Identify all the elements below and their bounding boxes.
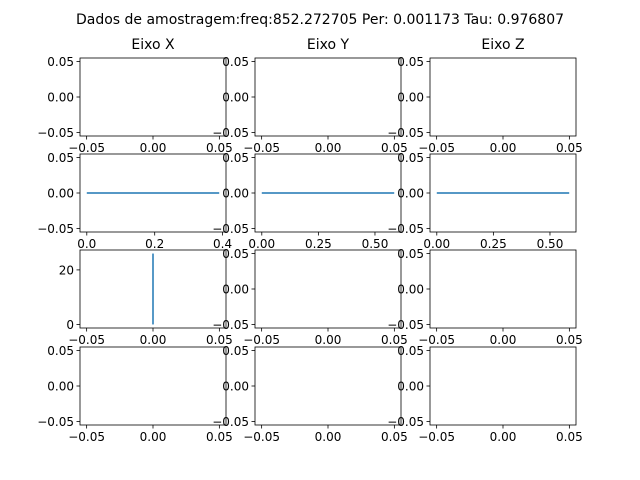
y-tick-label: −0.05 [387,415,424,429]
y-tick-label: 0.00 [397,283,424,297]
x-tick-label: 0.25 [480,237,507,251]
x-tick-label: 0.00 [490,430,517,444]
x-tick-label: 0.00 [140,430,167,444]
y-tick-label: −0.05 [37,222,74,236]
x-tick-label: 0.00 [315,430,342,444]
x-tick-label: 0.00 [248,237,275,251]
x-tick-label: 0.00 [490,333,517,347]
x-tick-label: 0.05 [556,333,583,347]
subplot-r1c1: 0.00 0.25 0.50−0.050.000.05 [212,151,402,251]
x-tick-label: 0.05 [206,430,233,444]
y-tick-label: 0.05 [47,151,74,165]
subplot-r3c0: −0.05 0.00 0.05 −0.05 0.00 0.05 [37,344,233,444]
y-tick-label: 0.00 [47,187,74,201]
subplot-r2c0: −0.05 0.00 0.05 0 20 [59,249,233,347]
y-tick-label: 0.00 [47,91,74,105]
x-tick-label: 0.00 [140,141,167,155]
x-tick-label: 0.05 [206,141,233,155]
y-tick-label: −0.05 [212,126,249,140]
x-tick-label: 0.0 [77,237,96,251]
y-tick-label: 0.00 [397,187,424,201]
x-tick-label: 0.05 [381,141,408,155]
x-tick-label: −0.05 [418,333,455,347]
subplot-r2c2: −0.05 0.00 0.05 −0.05 0.00 0.05 [387,247,583,347]
y-tick-label: 0.05 [47,344,74,358]
y-tick-label: 20 [59,263,74,277]
x-tick-label: −0.05 [68,333,105,347]
y-tick-label: 0.05 [222,247,249,261]
x-tick-label: 0.50 [537,237,564,251]
subplot-r0c0: −0.05 0.00 0.05 −0.05 0.00 0.05 Eixo X [37,37,233,155]
y-tick-label: −0.05 [212,318,249,332]
y-tick-label: −0.05 [387,126,424,140]
x-tick-label: −0.05 [243,430,280,444]
subplot-r3c1: −0.05 0.00 0.05 −0.05 0.00 0.05 [212,344,408,444]
y-tick-label: −0.05 [387,222,424,236]
y-tick-label: 0.05 [222,151,249,165]
subplot-r2c1: −0.05 0.00 0.05 −0.05 0.00 0.05 [212,247,408,347]
y-tick-label: 0.00 [222,187,249,201]
y-tick-label: 0.05 [397,344,424,358]
y-tick-label: 0.05 [397,247,424,261]
subplot-r0c2: −0.05 0.00 0.05 −0.05 0.00 0.05 Eixo Z [387,37,583,155]
y-tick-label: 0.05 [397,55,424,69]
x-tick-label: −0.05 [68,141,105,155]
y-tick-label: 0.05 [397,151,424,165]
suptitle: Dados de amostragem:freq:852.272705 Per:… [76,12,564,28]
x-tick-label: −0.05 [243,333,280,347]
y-tick-label: 0.00 [47,380,74,394]
x-tick-label: 0.00 [140,333,167,347]
subplot-r1c0: 0.0 0.2 0.4 −0.05 0.00 0.05 [37,151,232,251]
y-tick-label: 0 [66,318,74,332]
y-tick-label: 0.00 [222,91,249,105]
y-tick-label: −0.05 [212,415,249,429]
y-tick-label: −0.05 [212,222,249,236]
column-title: Eixo Y [307,37,350,53]
column-title: Eixo X [131,37,175,53]
x-tick-label: −0.05 [418,141,455,155]
subplot-r0c1: −0.05 0.00 0.05 −0.05 0.00 0.05 Eixo Y [212,37,408,155]
x-tick-label: 0.00 [490,141,517,155]
y-tick-label: 0.00 [222,380,249,394]
y-tick-label: 0.00 [222,283,249,297]
y-tick-label: −0.05 [387,318,424,332]
x-tick-label: −0.05 [68,430,105,444]
y-tick-label: 0.00 [397,91,424,105]
y-tick-label: 0.05 [222,55,249,69]
y-tick-label: 0.05 [47,55,74,69]
subplot-r1c2: 0.00 0.25 0.50−0.050.000.05 [387,151,577,251]
x-tick-label: 0.05 [206,333,233,347]
x-tick-label: 0.05 [556,141,583,155]
x-tick-label: 0.00 [423,237,450,251]
subplot-r3c2: −0.05 0.00 0.05 −0.05 0.00 0.05 [387,344,583,444]
x-tick-label: 0.50 [362,237,389,251]
y-tick-label: −0.05 [37,126,74,140]
y-tick-label: 0.05 [222,344,249,358]
column-title: Eixo Z [481,37,524,53]
y-tick-label: −0.05 [37,415,74,429]
x-tick-label: 0.00 [315,141,342,155]
x-tick-label: 0.00 [315,333,342,347]
x-tick-label: −0.05 [418,430,455,444]
x-tick-label: 0.25 [305,237,332,251]
x-tick-label: 0.05 [381,430,408,444]
x-tick-label: 0.4 [213,237,232,251]
x-tick-label: −0.05 [243,141,280,155]
x-tick-label: 0.05 [381,333,408,347]
x-tick-label: 0.2 [145,237,164,251]
y-tick-label: 0.00 [397,380,424,394]
x-tick-label: 0.05 [556,430,583,444]
